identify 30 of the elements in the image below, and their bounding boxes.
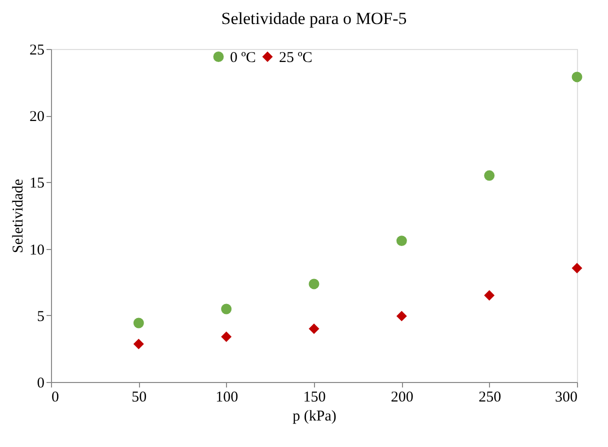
x-tick-label: 250 [478, 390, 502, 406]
y-tick-label: 0 [37, 376, 44, 392]
point [396, 310, 407, 322]
y-tick-label: 5 [37, 308, 44, 325]
y-tick-label: 20 [30, 109, 44, 126]
x-tick-label: 50 [132, 390, 147, 406]
y-tick-label: 10 [30, 242, 44, 258]
point [133, 318, 144, 328]
legend-label: 0 ºC [230, 50, 256, 66]
x-tick-label: 0 [52, 390, 59, 406]
x-tick-label: 100 [216, 390, 238, 406]
y-axis-title: Seletividade [10, 178, 26, 254]
point [572, 262, 582, 274]
point [484, 290, 495, 301]
point [308, 323, 320, 334]
point [221, 331, 232, 342]
x-tick-label: 150 [303, 390, 326, 406]
point [396, 236, 407, 246]
legend-label: 25 ºC [279, 50, 312, 66]
x-tick-label: 300 [555, 390, 578, 406]
point [133, 338, 144, 350]
x-tick-label: 200 [390, 390, 414, 406]
chart-title: Seletividade para o MOF-5 [221, 9, 407, 28]
x-axis-title: p (kPa) [292, 408, 336, 424]
point [308, 278, 320, 290]
point [572, 72, 582, 82]
y-tick-label: 25 [30, 42, 44, 58]
point [221, 304, 232, 314]
point [484, 170, 495, 181]
y-tick-label: 15 [30, 176, 44, 192]
